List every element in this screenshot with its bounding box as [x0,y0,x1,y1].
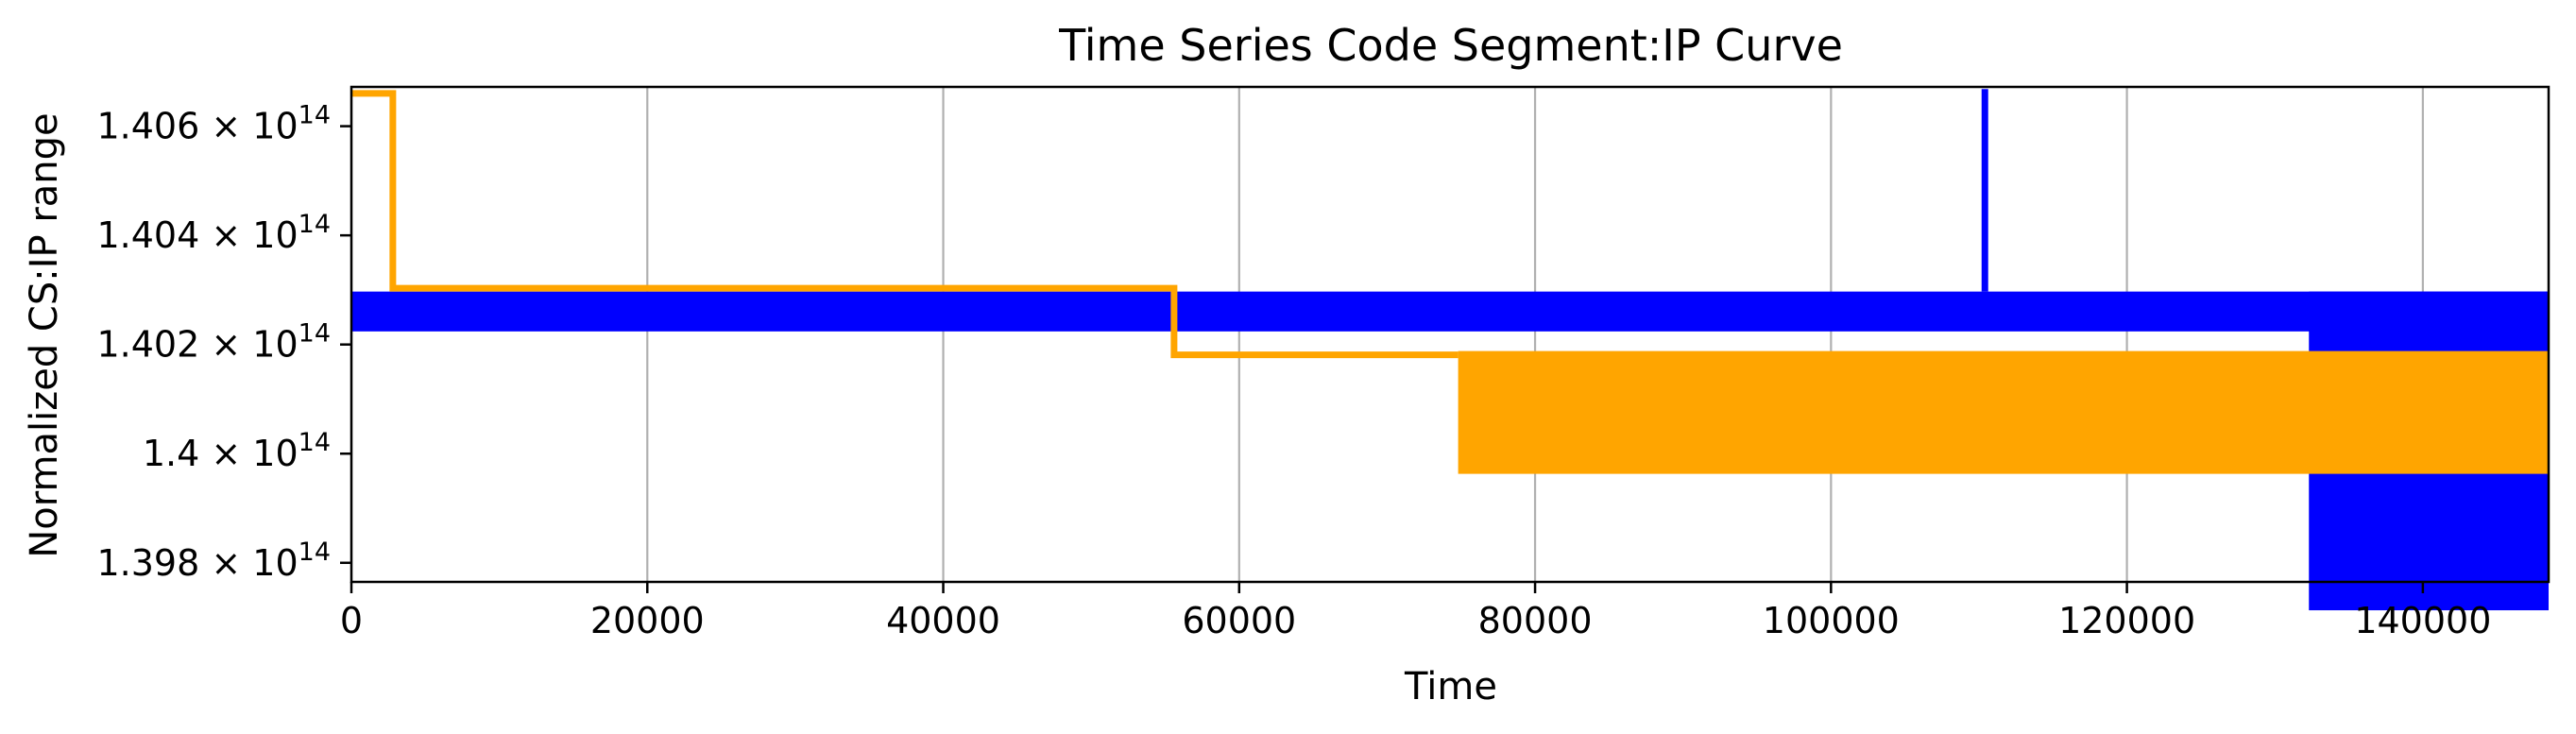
axes-layer: 0 20000 40000 60000 80000 100000 120000 140000 1… [97,85,2550,641]
y-axis-label: Normalized CS:IP range [23,112,66,557]
grid-layer [350,87,2424,582]
chart-title: Time Series Code Segment:IP Curve [1058,20,1843,71]
y-tick-label: 1.404 × 1014 [97,210,332,256]
series-1-band [351,291,2549,332]
x-tick-label: 60000 [1182,600,1296,641]
series-2-band [1458,350,2549,474]
x-tick-label: 140000 [2354,600,2491,641]
x-tick-label: 20000 [590,600,705,641]
x-tick-label: 80000 [1478,600,1593,641]
y-tick-label: 1.402 × 1014 [97,319,332,366]
x-axis-label: Time [1404,665,1497,708]
x-tick-label: 120000 [2058,600,2195,641]
series-2-line [351,90,1459,359]
plot-layer [351,89,2549,611]
x-tick-label: 40000 [886,600,1000,641]
y-tick-label: 1.406 × 1014 [97,101,332,147]
y-tick-label: 1.4 × 1014 [143,428,331,474]
x-tick-label: 0 [340,600,363,641]
x-tick-label: 100000 [1763,600,1900,641]
plot-frame [350,85,2550,584]
y-tick-label: 1.398 × 1014 [97,538,332,584]
